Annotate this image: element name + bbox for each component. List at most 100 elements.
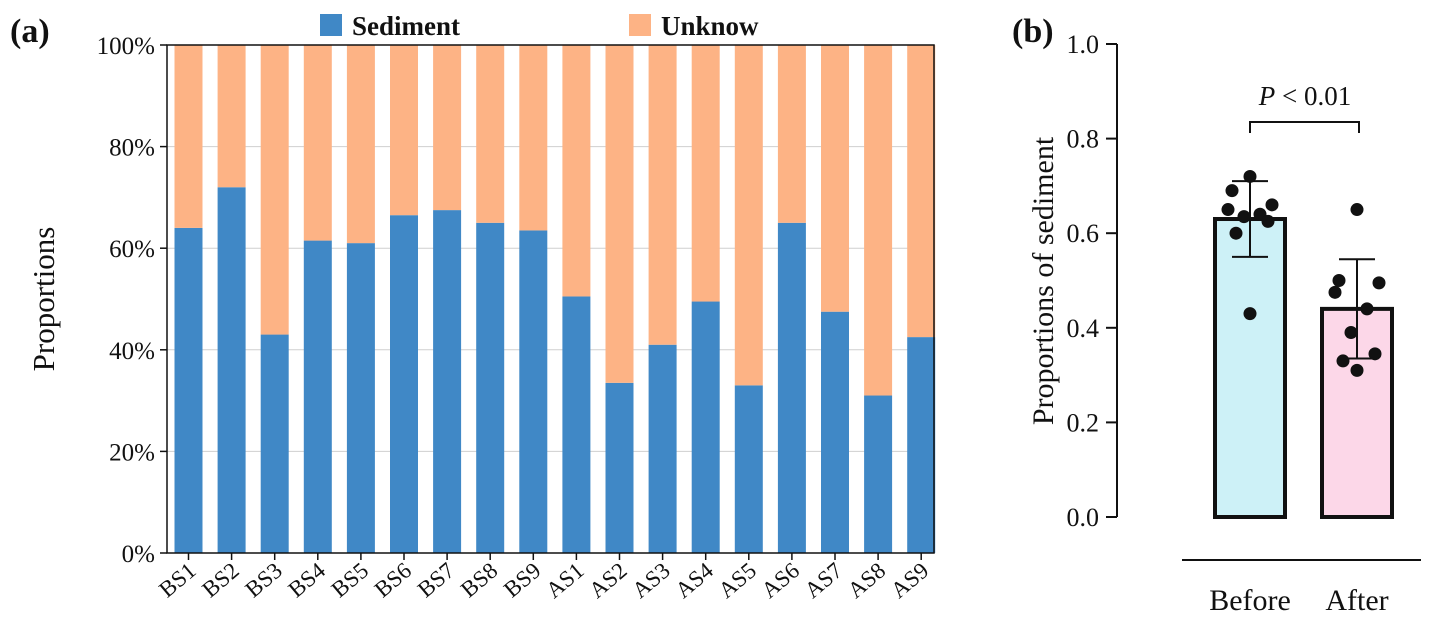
x-tick-label: AS9 <box>886 558 933 603</box>
bar-unknow-as1 <box>562 45 591 297</box>
y-tick-label: 0.8 <box>1067 125 1100 154</box>
x-tick-label: BS2 <box>197 558 243 603</box>
panel-b-bars <box>1213 180 1394 519</box>
annotation-text: < 0.01 <box>1275 81 1351 111</box>
y-tick-label: 1.0 <box>1067 30 1100 59</box>
x-tick-label-before: Before <box>1209 584 1291 617</box>
data-point-after <box>1336 354 1350 368</box>
bar-sediment-bs7 <box>433 210 462 553</box>
x-tick-label: BS7 <box>413 558 459 603</box>
data-point-after <box>1372 276 1386 290</box>
panel-a-bars <box>174 45 936 554</box>
significance-annotation: P < 0.01 <box>1258 81 1351 111</box>
y-tick-label: 0.4 <box>1067 314 1100 343</box>
data-point-after <box>1328 285 1342 299</box>
bar-sediment-bs2 <box>217 187 246 554</box>
x-tick-label: BS8 <box>456 558 502 603</box>
data-point-after <box>1350 363 1364 377</box>
bar-sediment-as2 <box>605 382 634 553</box>
bar-unknow-bs7 <box>433 45 462 211</box>
data-point-before <box>1265 198 1279 212</box>
data-point-before <box>1243 307 1257 321</box>
legend-label-sediment: Sediment <box>352 11 460 41</box>
x-tick-label: AS6 <box>757 558 804 603</box>
x-tick-label: AS7 <box>800 558 847 603</box>
bar-sediment-bs9 <box>519 230 548 554</box>
bar-sediment-as8 <box>864 395 893 553</box>
bar-sediment-as5 <box>734 385 763 553</box>
panel-b-label: (b) <box>1012 13 1054 50</box>
x-tick-label: AS8 <box>843 558 890 603</box>
bar-unknow-as9 <box>907 45 936 338</box>
bar-sediment-as1 <box>562 296 591 553</box>
x-tick-label: BS4 <box>284 557 331 602</box>
y-tick-label: 0.0 <box>1067 503 1100 532</box>
bar-sediment-as6 <box>777 222 806 554</box>
x-tick-label: AS2 <box>584 558 631 603</box>
x-tick-label: BS5 <box>327 558 373 603</box>
data-point-before <box>1243 169 1257 183</box>
bar-unknow-bs9 <box>519 45 548 231</box>
panel-a-label: (a) <box>10 13 50 50</box>
x-tick-label: BS9 <box>499 558 545 603</box>
bar-unknow-bs5 <box>346 45 375 244</box>
x-tick-label: AS3 <box>627 558 674 603</box>
y-tick-label: 20% <box>109 439 155 466</box>
data-point-after <box>1332 274 1346 287</box>
panel-a-y-ticks: 0% 20% 40% 60% 80% 100% <box>97 33 167 568</box>
data-point-before <box>1261 214 1275 228</box>
data-point-after <box>1350 203 1364 217</box>
bar-sediment-bs3 <box>260 334 289 553</box>
data-point-after <box>1360 302 1374 316</box>
data-point-after <box>1344 326 1358 340</box>
y-tick-label: 0% <box>122 541 155 568</box>
x-tick-label-after: After <box>1325 584 1388 617</box>
bar-sediment-as4 <box>691 301 720 553</box>
data-point-before <box>1229 226 1243 240</box>
legend-swatch-sediment <box>320 14 342 36</box>
bar-unknow-bs1 <box>174 45 203 228</box>
bar-unknow-as6 <box>777 45 806 223</box>
annotation-italic: P <box>1258 81 1276 111</box>
legend-label-unknow: Unknow <box>661 11 759 41</box>
bar-before <box>1213 217 1287 519</box>
x-tick-label: BS1 <box>154 558 200 603</box>
bar-sediment-as9 <box>907 337 936 553</box>
bar-sediment-bs5 <box>346 243 375 553</box>
bar-unknow-as7 <box>821 45 849 312</box>
panel-a-y-axis-label: Proportions <box>26 227 61 372</box>
bar-sediment-bs8 <box>476 222 505 554</box>
bar-unknow-bs3 <box>260 45 289 335</box>
bar-unknow-as2 <box>605 45 634 383</box>
data-point-before <box>1221 203 1235 217</box>
panel-b-axes: 0.0 0.2 0.4 0.6 0.8 1.0 Before After <box>1067 30 1421 617</box>
bar-unknow-bs4 <box>303 45 332 241</box>
bar-sediment-as3 <box>648 344 677 553</box>
bar-sediment-bs6 <box>390 215 418 553</box>
y-tick-label: 0.2 <box>1067 408 1100 437</box>
y-tick-label: 100% <box>97 33 155 60</box>
y-tick-label: 80% <box>109 135 155 162</box>
y-tick-label: 40% <box>109 338 155 365</box>
bar-unknow-as5 <box>734 45 763 386</box>
bar-unknow-bs6 <box>390 45 418 216</box>
panel-b-y-axis-label: Proportions of sediment <box>1027 136 1060 425</box>
data-point-before <box>1225 184 1239 198</box>
legend-swatch-unknow <box>629 14 651 36</box>
y-tick-label: 60% <box>109 236 155 263</box>
x-tick-label: AS1 <box>541 558 588 603</box>
panel-a-frame <box>166 44 935 554</box>
panel-b-points <box>1221 169 1386 377</box>
panel-a-x-ticks: BS1BS2BS3BS4BS5BS6BS7BS8BS9AS1AS2AS3AS4A… <box>154 553 933 603</box>
x-tick-label: AS5 <box>714 558 761 603</box>
significance-bracket <box>1249 121 1360 133</box>
y-tick-label: 0.6 <box>1067 219 1100 248</box>
x-tick-label: BS6 <box>370 558 416 603</box>
bar-unknow-bs2 <box>217 45 246 188</box>
bar-sediment-bs4 <box>303 240 332 553</box>
bar-unknow-as8 <box>864 45 893 396</box>
x-tick-label: AS4 <box>671 557 719 603</box>
bar-unknow-bs8 <box>476 45 505 223</box>
